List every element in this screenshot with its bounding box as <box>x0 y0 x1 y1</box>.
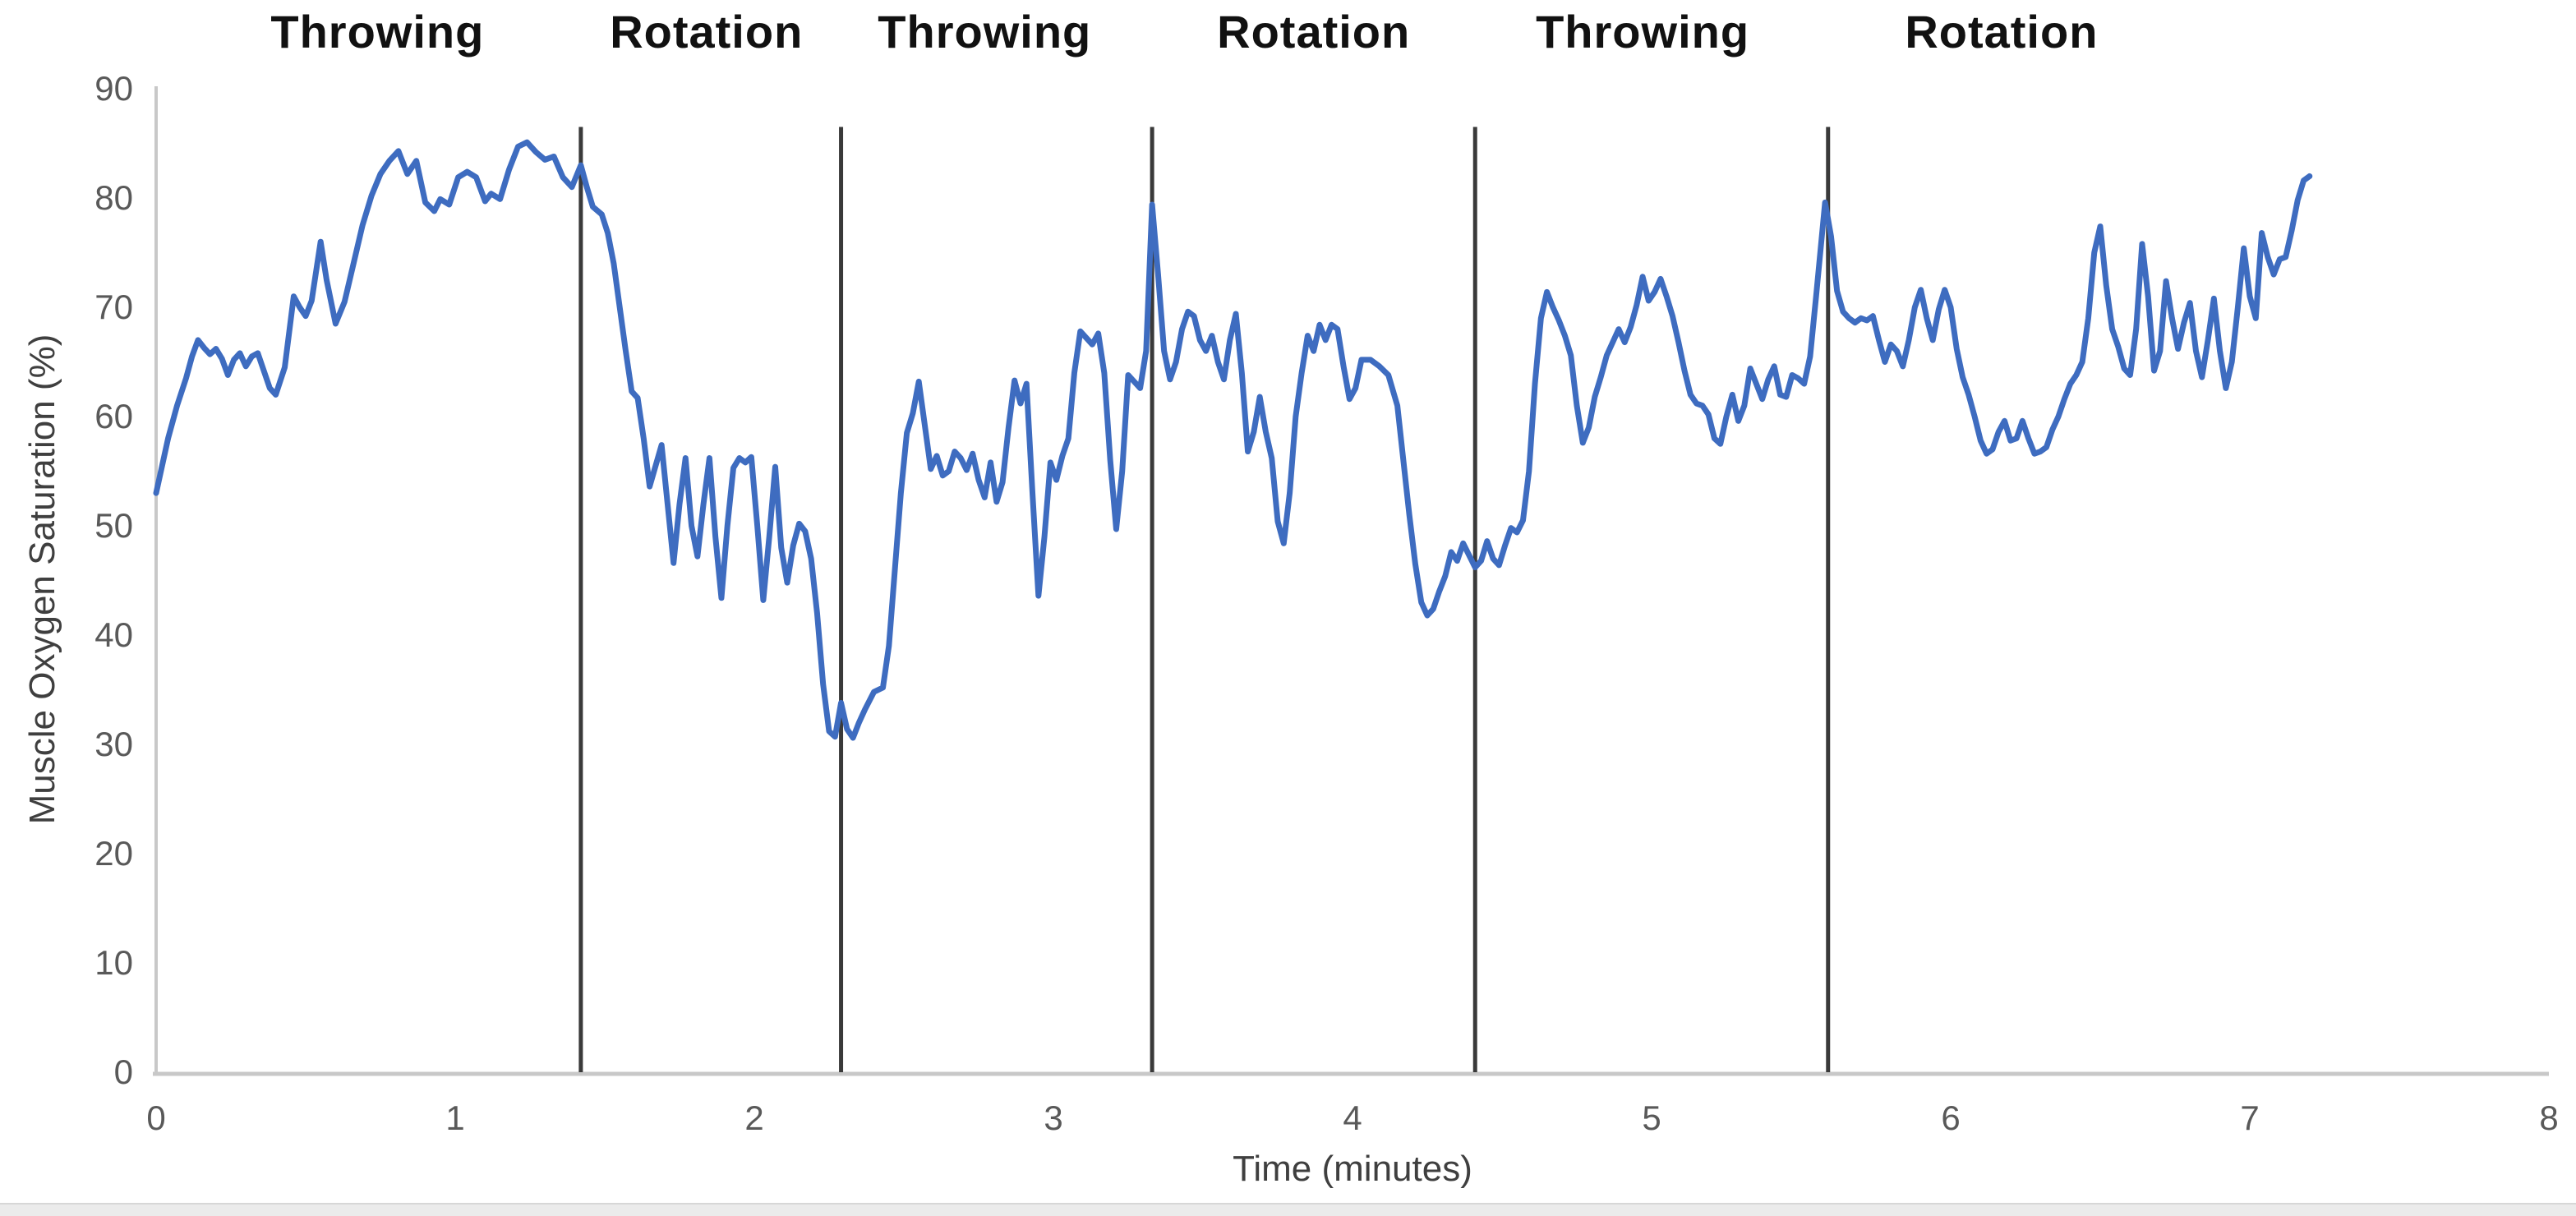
x-tick-label-1: 1 <box>445 1099 465 1137</box>
x-tick-label-2: 2 <box>744 1099 764 1137</box>
x-tick-label-5: 5 <box>1642 1099 1661 1137</box>
x-tick-label-0: 0 <box>146 1099 166 1137</box>
x-tick-label-4: 4 <box>1343 1099 1362 1137</box>
y-tick-label-70: 70 <box>94 288 133 326</box>
y-tick-label-20: 20 <box>94 834 133 873</box>
phase-label-rotation: Rotation <box>1905 6 2099 58</box>
x-tick-label-7: 7 <box>2240 1099 2260 1137</box>
x-axis-title: Time (minutes) <box>1233 1149 1472 1189</box>
phase-label-throwing: Throwing <box>270 6 485 58</box>
phase-label-throwing: Throwing <box>1536 6 1750 58</box>
y-tick-label-60: 60 <box>94 397 133 435</box>
y-tick-label-40: 40 <box>94 615 133 654</box>
x-tick-label-3: 3 <box>1044 1099 1063 1137</box>
bottom-strip <box>0 1203 2576 1216</box>
y-tick-label-0: 0 <box>113 1052 133 1091</box>
phase-label-rotation: Rotation <box>610 6 804 58</box>
y-tick-label-50: 50 <box>94 506 133 545</box>
x-tick-label-8: 8 <box>2539 1099 2559 1137</box>
y-tick-label-30: 30 <box>94 725 133 763</box>
phase-label-rotation: Rotation <box>1217 6 1411 58</box>
y-tick-label-80: 80 <box>94 178 133 217</box>
y-tick-label-90: 90 <box>94 69 133 108</box>
x-tick-label-6: 6 <box>1941 1099 1961 1137</box>
muscle-oxygen-series-line <box>153 139 2313 741</box>
y-tick-label-10: 10 <box>94 943 133 982</box>
phase-label-throwing: Throwing <box>878 6 1092 58</box>
